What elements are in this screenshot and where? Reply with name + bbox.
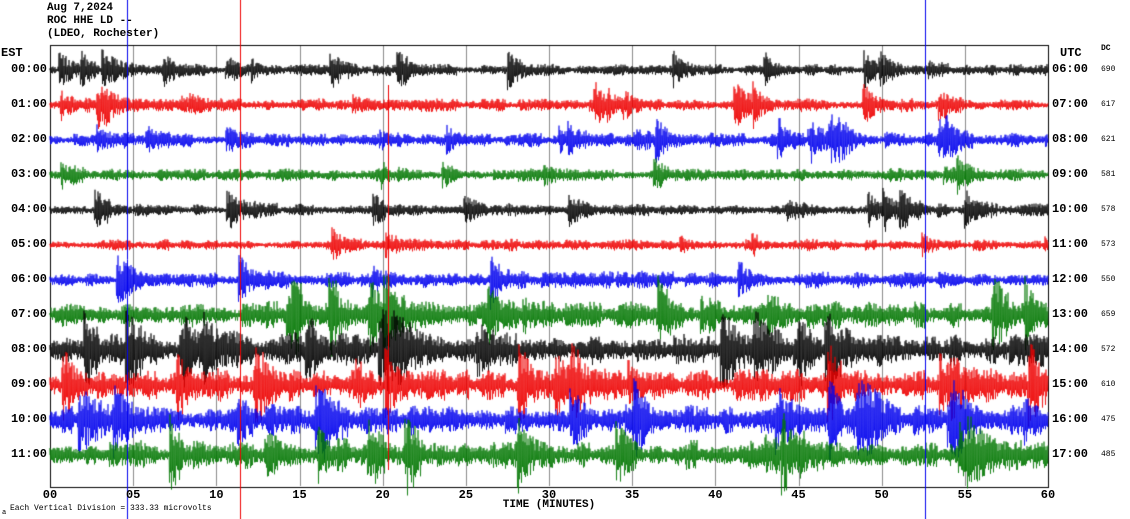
dc-value: 572: [1101, 345, 1116, 354]
x-tick-label: 40: [708, 488, 723, 502]
dc-value: 550: [1101, 275, 1116, 284]
right-hour-label: 15:00: [1052, 377, 1089, 391]
left-hour-label: 06:00: [10, 272, 47, 286]
x-tick-label: 00: [42, 488, 58, 502]
dc-value: 690: [1101, 65, 1116, 74]
x-tick-label: 30: [541, 488, 557, 502]
right-hour-label: 11:00: [1052, 237, 1089, 251]
left-hour-label: 01:00: [10, 97, 47, 111]
x-tick-label: 25: [458, 488, 474, 502]
left-hour-label: 11:00: [10, 447, 47, 461]
header-date: Aug 7,2024: [47, 2, 114, 14]
scale-note: Each Vertical Division = 333.33 microvol…: [10, 504, 212, 513]
right-hour-label: 06:00: [1052, 62, 1089, 76]
left-hour-label: 04:00: [10, 202, 47, 216]
x-tick-label: 10: [209, 488, 224, 502]
dc-value: 617: [1101, 100, 1116, 109]
right-hour-label: 09:00: [1052, 167, 1089, 181]
x-tick-label: 15: [292, 488, 307, 502]
left-hour-label: 09:00: [10, 377, 47, 391]
x-tick-label: 45: [791, 488, 806, 502]
left-hour-label: 05:00: [10, 237, 47, 251]
left-hour-label: 02:00: [10, 132, 47, 146]
dc-value: 621: [1101, 135, 1116, 144]
corner-mark: a: [2, 509, 7, 517]
right-hour-label: 08:00: [1052, 132, 1089, 146]
left-timezone-label: EST: [1, 46, 23, 60]
x-tick-label: 35: [624, 488, 640, 502]
x-tick-label: 60: [1040, 488, 1056, 502]
x-tick-label: 20: [375, 488, 390, 502]
x-tick-label: 55: [957, 488, 973, 502]
dc-value: 485: [1101, 450, 1116, 459]
dc-column-header: DC: [1101, 44, 1111, 53]
x-axis-label: TIME (MINUTES): [502, 499, 596, 511]
right-hour-label: 07:00: [1052, 97, 1089, 111]
right-hour-label: 16:00: [1052, 412, 1089, 426]
left-hour-label: 00:00: [10, 62, 47, 76]
dc-value: 659: [1101, 310, 1116, 319]
header-location: (LDEO, Rochester): [47, 28, 160, 40]
left-hour-label: 07:00: [10, 307, 47, 321]
dc-value: 578: [1101, 205, 1116, 214]
header-station: ROC HHE LD --: [47, 15, 133, 27]
right-hour-label: 14:00: [1052, 342, 1089, 356]
dc-value: 581: [1101, 170, 1116, 179]
left-hour-label: 03:00: [10, 167, 47, 181]
left-hour-label: 08:00: [10, 342, 47, 356]
dc-value: 475: [1101, 415, 1116, 424]
right-hour-label: 10:00: [1052, 202, 1089, 216]
right-hour-label: 17:00: [1052, 447, 1089, 461]
x-tick-label: 05: [125, 488, 141, 502]
right-timezone-label: UTC: [1060, 46, 1082, 60]
right-hour-label: 13:00: [1052, 307, 1089, 321]
left-hour-label: 10:00: [10, 412, 47, 426]
dc-value: 573: [1101, 240, 1116, 249]
x-tick-label: 50: [874, 488, 889, 502]
dc-value: 610: [1101, 380, 1116, 389]
right-hour-label: 12:00: [1052, 272, 1089, 286]
plot-header: Aug 7,2024 ROC HHE LD -- (LDEO, Rocheste…: [47, 2, 159, 41]
